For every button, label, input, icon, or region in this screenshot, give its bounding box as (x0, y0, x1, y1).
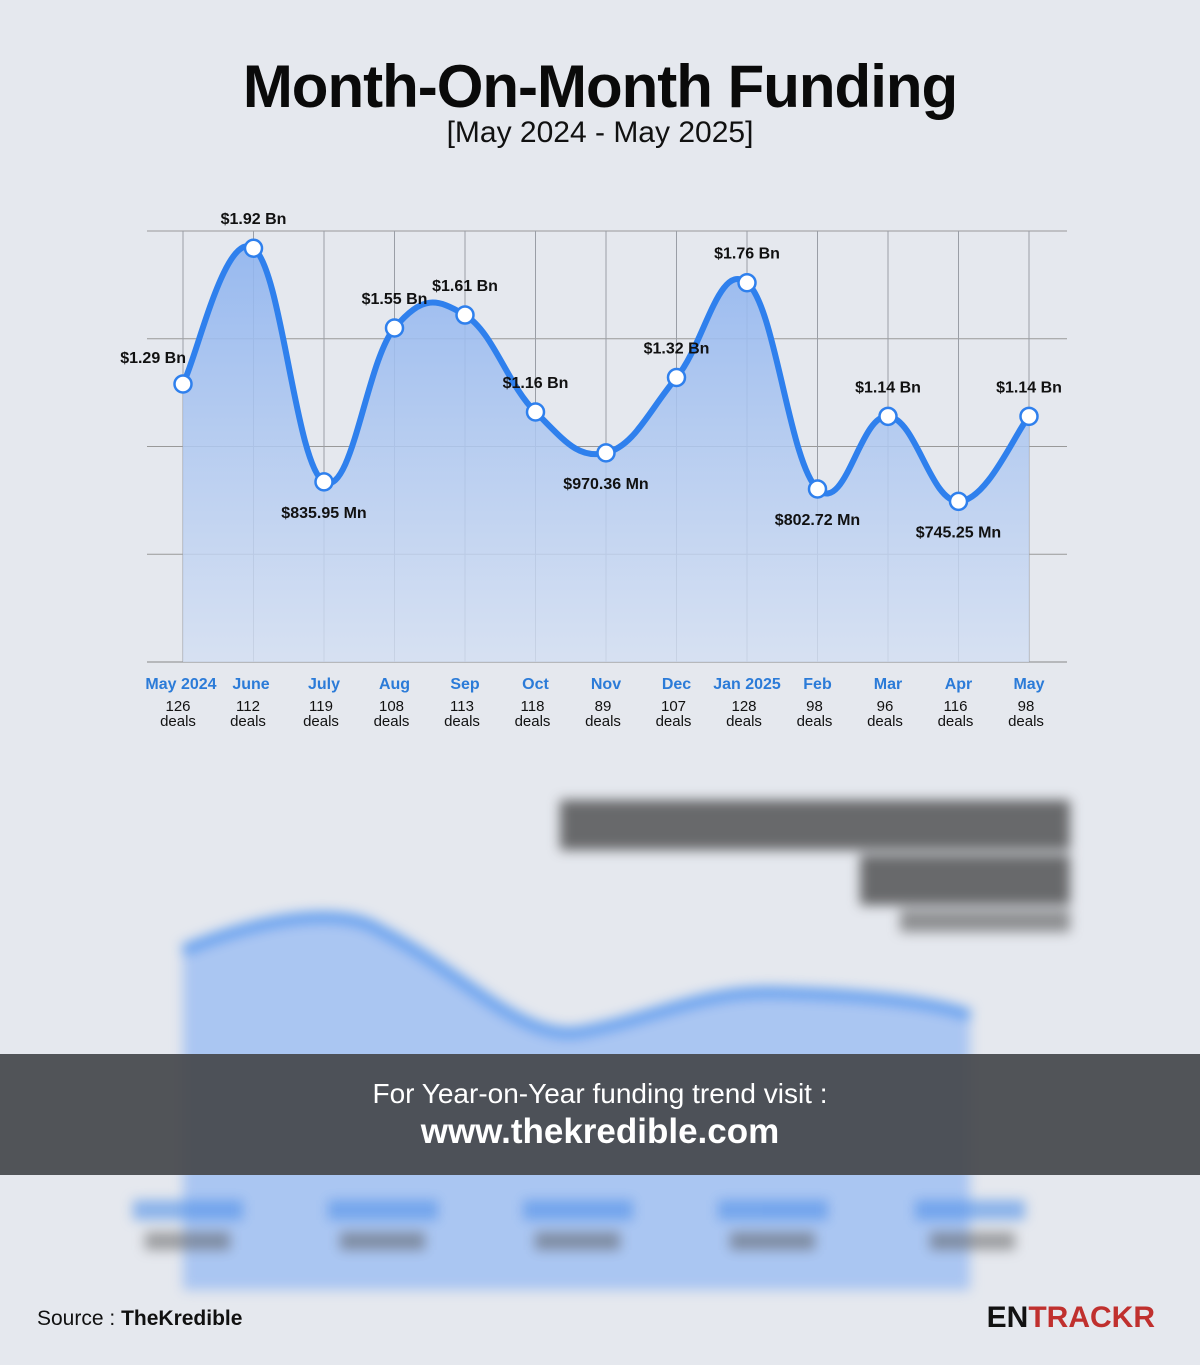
logo-part-en: EN (986, 1301, 1029, 1334)
deal-count: 113 (450, 698, 474, 715)
data-label: $835.95 Mn (281, 505, 366, 522)
x-tick-label: July (308, 676, 340, 693)
x-tick-label: June (232, 676, 269, 693)
data-point (737, 272, 757, 293)
deal-count: 118 (521, 698, 545, 715)
deal-suffix: deals (726, 713, 762, 730)
data-point (243, 238, 264, 258)
chart-subtitle: [May 2024 - May 2025] (446, 116, 754, 149)
data-point (314, 472, 334, 492)
data-label: $1.14 Bn (855, 379, 921, 396)
deal-suffix: deals (374, 713, 410, 730)
deal-suffix: deals (160, 713, 196, 730)
deal-suffix: deals (515, 713, 551, 730)
deal-suffix: deals (303, 713, 339, 730)
banner-text: For Year-on-Year funding trend visit : (372, 1078, 828, 1109)
deal-suffix: deals (230, 713, 266, 730)
x-tick-label: Nov (591, 676, 621, 693)
data-label: $745.25 Mn (916, 524, 1001, 541)
x-tick-label: Sep (450, 676, 480, 693)
blurred-year-on-year-preview (0, 770, 1200, 1290)
deal-count: 98 (1018, 698, 1035, 715)
data-point (455, 305, 475, 325)
chart-title: Month-On-Month Funding (242, 53, 958, 120)
data-point (807, 479, 828, 499)
data-label: $1.32 Bn (644, 341, 710, 358)
data-label: $1.92 Bn (221, 211, 287, 228)
logo-part-trackr: TRACKR (1028, 1301, 1155, 1334)
deal-count: 96 (877, 698, 894, 715)
data-point (878, 406, 898, 427)
x-tick-label: Oct (522, 676, 549, 693)
source-credit: Source : TheKredible (37, 1307, 242, 1331)
data-label: $1.14 Bn (996, 379, 1062, 396)
data-point (1019, 406, 1039, 427)
deal-suffix: deals (444, 713, 480, 730)
deal-count: 119 (309, 698, 333, 715)
data-point (384, 318, 405, 338)
data-point (596, 443, 616, 463)
deal-count: 98 (806, 698, 823, 715)
x-tick-label: Apr (945, 676, 973, 693)
data-label: $970.36 Mn (563, 476, 648, 493)
deal-count: 116 (944, 698, 968, 715)
data-point (666, 367, 687, 388)
x-tick-label: Dec (662, 676, 691, 693)
deal-suffix: deals (938, 713, 974, 730)
deal-count: 112 (236, 698, 260, 715)
deal-count: 107 (661, 698, 686, 715)
deal-suffix: deals (1008, 713, 1044, 730)
x-tick-label: Jan 2025 (713, 676, 781, 693)
source-name: TheKredible (121, 1307, 243, 1330)
data-label: $1.76 Bn (714, 246, 780, 263)
data-label: $802.72 Mn (775, 512, 860, 529)
deal-suffix: deals (797, 713, 833, 730)
x-tick-label: Aug (379, 676, 410, 693)
promo-banner: For Year-on-Year funding trend visit : w… (0, 1054, 1200, 1175)
deal-count: 108 (379, 698, 404, 715)
data-label: $1.29 Bn (120, 350, 186, 367)
deal-suffix: deals (867, 713, 903, 730)
data-point (525, 402, 546, 422)
data-label: $1.61 Bn (432, 278, 498, 295)
data-point (948, 491, 969, 512)
data-label: $1.55 Bn (362, 291, 428, 308)
data-label: $1.16 Bn (503, 375, 569, 392)
deal-count: 89 (595, 698, 612, 715)
data-point (173, 374, 193, 394)
x-tick-label: Mar (874, 676, 902, 693)
deal-count: 128 (731, 698, 756, 715)
banner-link[interactable]: www.thekredible.com (420, 1112, 780, 1151)
deal-suffix: deals (656, 713, 692, 730)
x-tick-label: Feb (803, 676, 832, 693)
x-tick-label: May 2024 (145, 676, 216, 693)
entrackr-logo: ENTRACKR (987, 1301, 1155, 1335)
source-label: Source : (37, 1307, 116, 1330)
deal-count: 126 (165, 698, 190, 715)
deal-suffix: deals (585, 713, 621, 730)
x-tick-label: May (1013, 676, 1044, 693)
